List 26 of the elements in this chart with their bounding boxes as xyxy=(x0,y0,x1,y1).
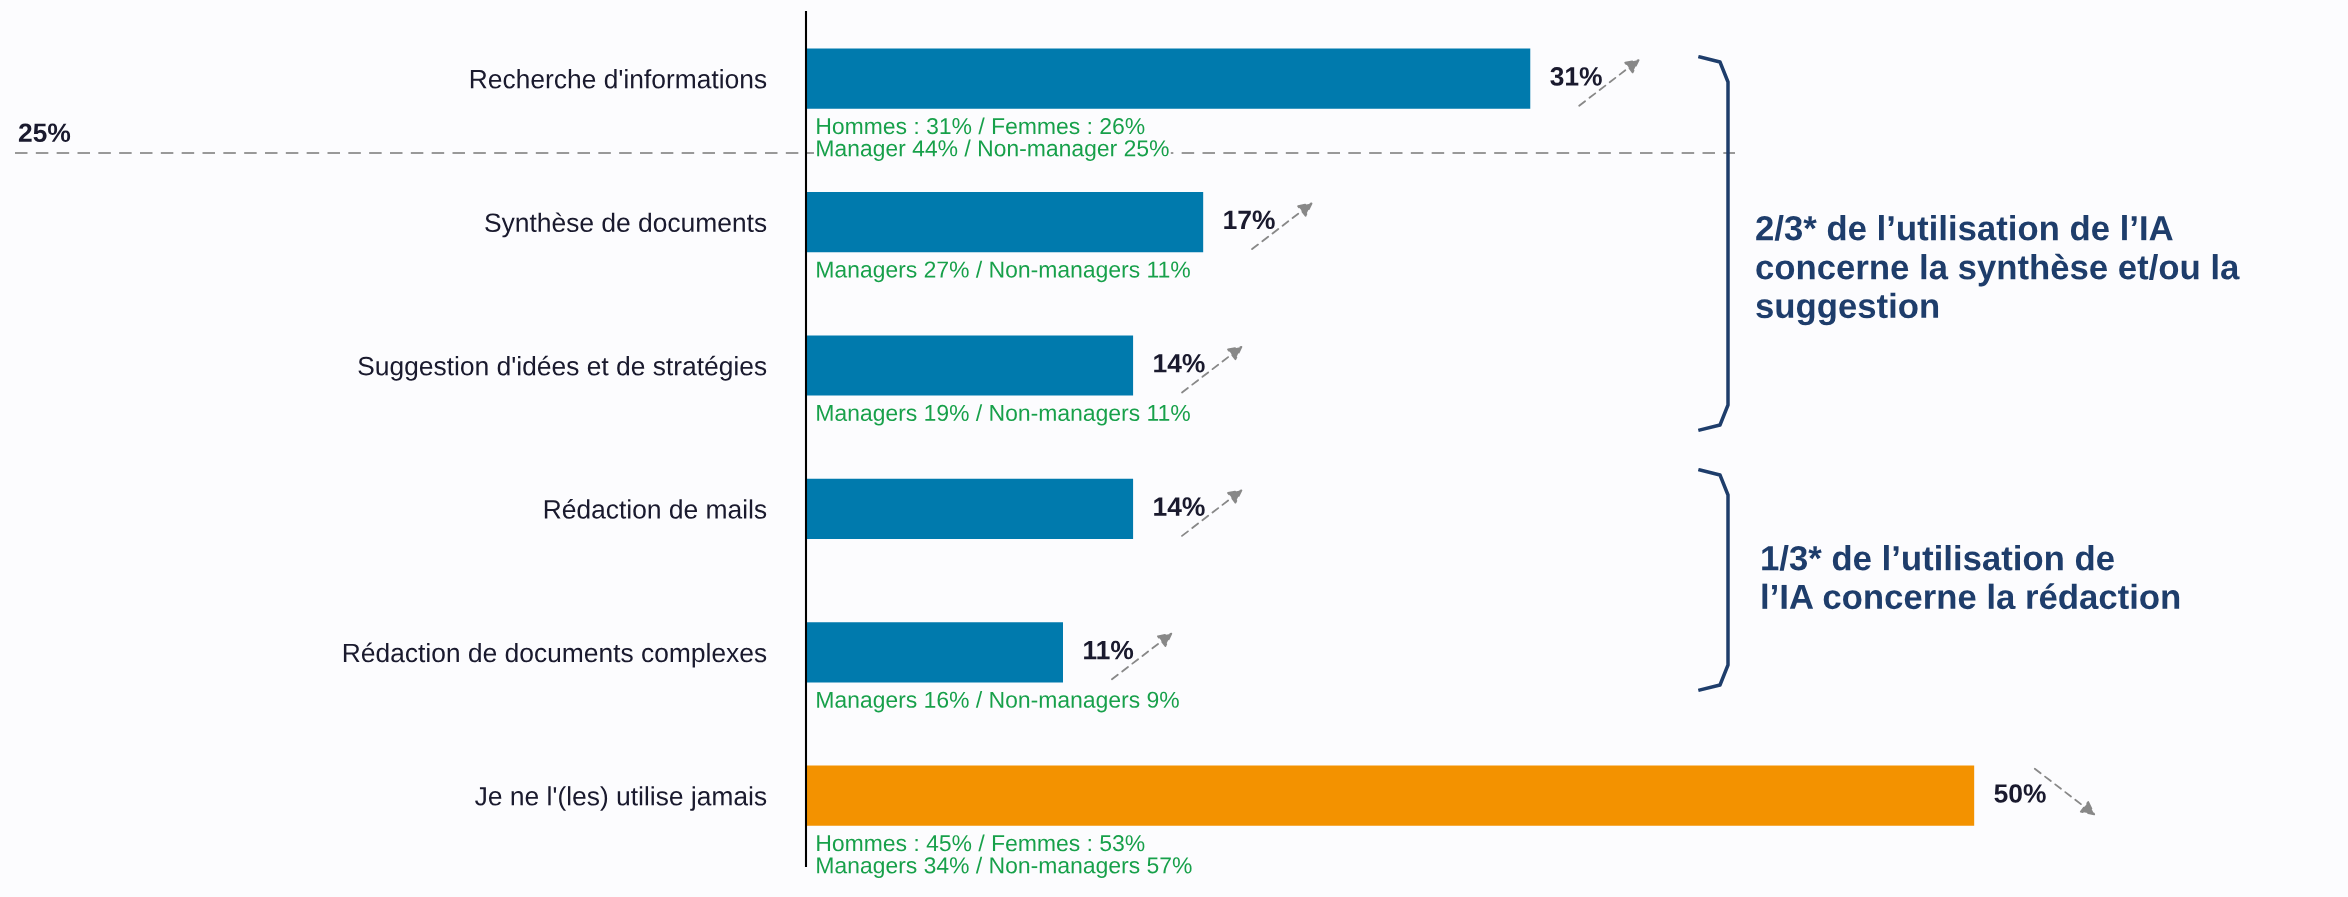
bar xyxy=(806,335,1134,396)
y-tick-label: Suggestion d'idées et de stratégies xyxy=(358,355,767,381)
bar xyxy=(806,48,1531,109)
data-label: 31% xyxy=(1550,67,1602,86)
data-label: 14% xyxy=(1154,497,1205,516)
data-label: 14% xyxy=(1154,353,1205,373)
y-tick-label: Recherche d'informations xyxy=(470,69,767,89)
y-tick-label: Je ne l'(les) utilise jamais xyxy=(475,786,767,811)
y-tick-label: Rédaction de documents complexes xyxy=(343,642,767,668)
data-label: 17% xyxy=(1224,210,1275,230)
annotation: Managers 19% / Non-managers 11% xyxy=(817,404,1190,426)
annotation: Hommes : 45% / Femmes : 53% Managers 34% / Non-managers 57% xyxy=(817,834,1192,879)
y-tick-label: Rédaction de mails xyxy=(544,499,767,519)
bar xyxy=(806,622,1063,683)
data-label: 50% xyxy=(1994,784,2046,803)
annotation: 1/3* de l’utilisation de l’IA concerne la rédaction xyxy=(1762,545,2180,610)
bar xyxy=(806,478,1134,540)
annotation: Managers 16% / Non-managers 9% xyxy=(817,691,1179,713)
text: 25% xyxy=(18,123,71,143)
annotation: Managers 27% / Non-managers 11% xyxy=(817,260,1190,283)
y-tick-label: Synthèse de documents xyxy=(485,212,767,238)
bar xyxy=(806,191,1204,253)
data-label: 11% xyxy=(1084,640,1134,660)
annotation: Hommes : 31% / Femmes : 26% Manager 44% / Non-manager 25% xyxy=(817,117,1169,161)
annotation: 2/3* de l’utilisation de l’IA concerne la synthèse et/ou la suggestion xyxy=(1756,215,2240,326)
bar xyxy=(806,765,1975,826)
